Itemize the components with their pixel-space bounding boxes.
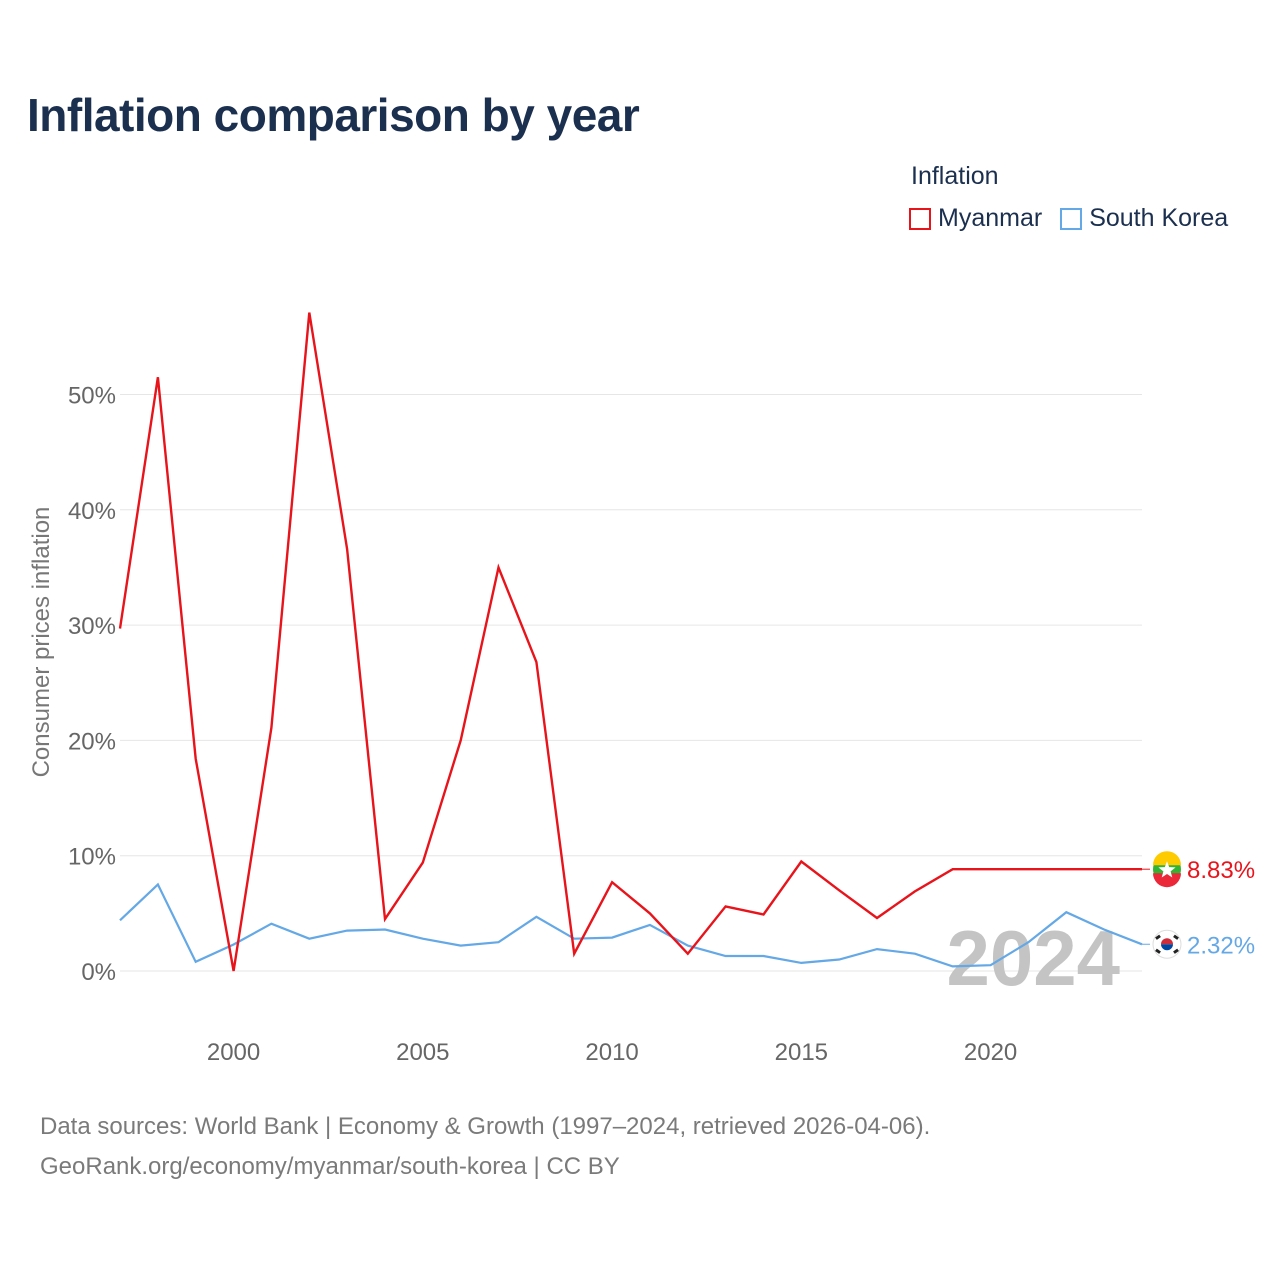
series-line-south-korea xyxy=(119,882,1143,968)
x-tick-label: 2010 xyxy=(585,1039,638,1066)
korea-flag-taegeuk-blue xyxy=(1161,944,1173,951)
y-tick-label: 10% xyxy=(68,844,116,871)
series-line-myanmar xyxy=(118,312,1142,972)
legend-label-south-korea: South Korea xyxy=(1089,204,1229,232)
korea-flag-trigram xyxy=(1173,934,1179,940)
data-source: Data sources: World Bank | Economy & Gro… xyxy=(40,1107,930,1187)
end-label-south-korea: 2.32% xyxy=(1187,932,1255,959)
korea-flag-trigram xyxy=(1173,948,1179,954)
legend: Myanmar South Korea xyxy=(909,204,1228,233)
legend-swatch-south-korea xyxy=(1060,207,1083,230)
myanmar-flag-top-stripe xyxy=(1153,851,1181,866)
legend-item-myanmar[interactable]: Myanmar xyxy=(909,204,1042,233)
legend-title: Inflation xyxy=(911,162,999,190)
year-annotation: 2024 xyxy=(946,914,1120,1002)
x-tick-label: 2005 xyxy=(396,1039,449,1066)
x-tick-label: 2000 xyxy=(207,1039,260,1066)
korea-flag-taegeuk-red xyxy=(1161,938,1173,945)
korea-flag-trigram xyxy=(1155,934,1161,940)
legend-item-south-korea[interactable]: South Korea xyxy=(1060,204,1228,233)
y-tick-label: 20% xyxy=(68,728,116,755)
source-line-2[interactable]: GeoRank.org/economy/myanmar/south-korea … xyxy=(40,1153,620,1180)
y-tick-label: 50% xyxy=(68,383,116,410)
x-tick-label: 2020 xyxy=(964,1039,1017,1066)
x-tick-label: 2015 xyxy=(775,1039,828,1066)
korea-flag-trigram xyxy=(1155,948,1161,954)
myanmar-flag-bottom-stripe xyxy=(1153,873,1181,888)
y-tick-label: 30% xyxy=(68,613,116,640)
legend-swatch-myanmar xyxy=(909,207,931,230)
end-label-myanmar: 8.83% xyxy=(1187,857,1255,884)
myanmar-flag-star xyxy=(1158,861,1176,878)
source-line-1: Data sources: World Bank | Economy & Gro… xyxy=(40,1113,931,1140)
y-tick-label: 0% xyxy=(81,959,116,986)
y-tick-label: 40% xyxy=(68,498,116,525)
legend-label-myanmar: Myanmar xyxy=(938,204,1043,232)
chart-title: Inflation comparison by year xyxy=(27,89,640,141)
